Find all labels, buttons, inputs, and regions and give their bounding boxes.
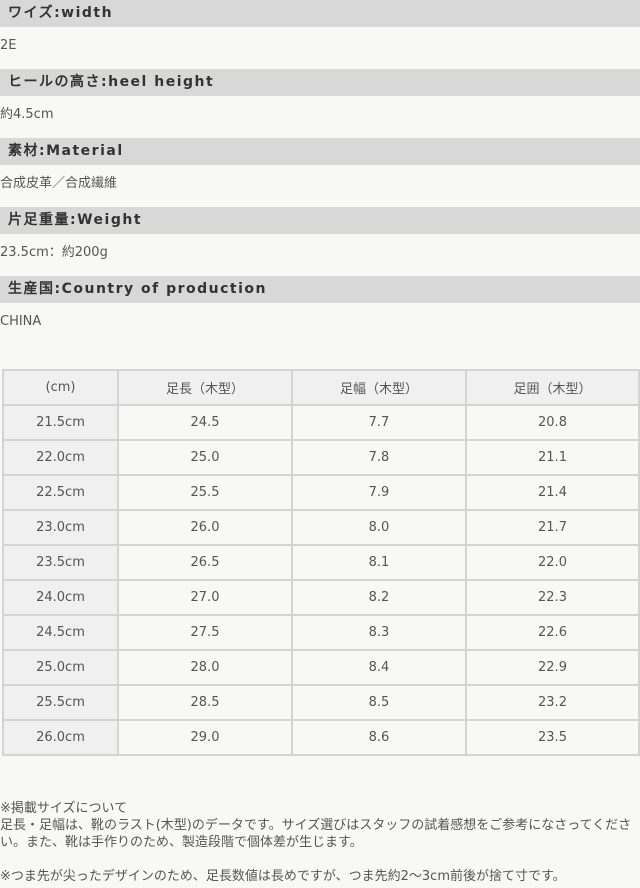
table-cell: 8.6 [291, 719, 467, 756]
spec-value: 2E [0, 38, 17, 53]
spec-heading: 素材:Material [0, 138, 640, 165]
table-cell: 足長（木型） [117, 369, 293, 406]
table-cell: 8.2 [291, 579, 467, 616]
table-cell: 25.5 [117, 474, 293, 511]
table-cell: 28.0 [117, 649, 293, 686]
table-cell: 21.7 [465, 509, 640, 546]
table-row: 26.0cm 29.0 8.6 23.5 [2, 719, 640, 756]
table-cell: 23.0cm [2, 509, 119, 546]
spec-heading: 生産国:Country of production [0, 276, 640, 303]
table-cell: 25.5cm [2, 684, 119, 721]
table-row: 23.5cm 26.5 8.1 22.0 [2, 544, 640, 581]
table-cell: 7.8 [291, 439, 467, 476]
table-row: 22.5cm 25.5 7.9 21.4 [2, 474, 640, 511]
table-header-row: (cm) 足長（木型） 足幅（木型） 足囲（木型） [2, 369, 640, 406]
table-cell: 22.3 [465, 579, 640, 616]
table-cell: 7.7 [291, 404, 467, 441]
table-row: 25.5cm 28.5 8.5 23.2 [2, 684, 640, 721]
table-cell: 26.0cm [2, 719, 119, 756]
notes-line1: 足長・足幅は、靴のラスト(木型)のデータです。サイズ選びはスタッフの試着感想をご… [0, 818, 632, 850]
table-row: 25.0cm 28.0 8.4 22.9 [2, 649, 640, 686]
table-cell: 24.5cm [2, 614, 119, 651]
table-cell: 26.0 [117, 509, 293, 546]
table-cell: 22.0 [465, 544, 640, 581]
spec-value: CHINA [0, 314, 42, 329]
table-cell: 20.8 [465, 404, 640, 441]
table-row: 24.0cm 27.0 8.2 22.3 [2, 579, 640, 616]
table-cell: 24.5 [117, 404, 293, 441]
table-row: 24.5cm 27.5 8.3 22.6 [2, 614, 640, 651]
notes-line2: ※つま先が尖ったデザインのため、足長数値は長めですが、つま先約2〜3cm前後が捨… [0, 869, 566, 884]
table-cell: 7.9 [291, 474, 467, 511]
table-cell: 22.5cm [2, 474, 119, 511]
spec-heading: ヒールの高さ:heel height [0, 69, 640, 96]
table-cell: 25.0 [117, 439, 293, 476]
table-cell: 29.0 [117, 719, 293, 756]
table-cell: 22.9 [465, 649, 640, 686]
table-cell: 21.1 [465, 439, 640, 476]
size-notes: ※掲載サイズについて 足長・足幅は、靴のラスト(木型)のデータです。サイズ選びは… [0, 800, 640, 885]
table-cell: 足囲（木型） [465, 369, 640, 406]
spec-heading: ワイズ:width [0, 0, 640, 27]
table-cell: 足幅（木型） [291, 369, 467, 406]
spec-value: 合成皮革／合成繊維 [0, 176, 118, 191]
table-cell: 8.5 [291, 684, 467, 721]
table-cell: (cm) [2, 369, 119, 406]
table-cell: 8.4 [291, 649, 467, 686]
table-cell: 23.5 [465, 719, 640, 756]
table-cell: 23.5cm [2, 544, 119, 581]
table-cell: 22.6 [465, 614, 640, 651]
spec-heading: 片足重量:Weight [0, 207, 640, 234]
table-row: 21.5cm 24.5 7.7 20.8 [2, 404, 640, 441]
spec-value: 約4.5cm [0, 107, 54, 122]
table-cell: 21.5cm [2, 404, 119, 441]
table-cell: 25.0cm [2, 649, 119, 686]
table-cell: 8.0 [291, 509, 467, 546]
table-row: 23.0cm 26.0 8.0 21.7 [2, 509, 640, 546]
table-cell: 8.3 [291, 614, 467, 651]
table-cell: 26.5 [117, 544, 293, 581]
table-cell: 22.0cm [2, 439, 119, 476]
table-cell: 23.2 [465, 684, 640, 721]
table-cell: 21.4 [465, 474, 640, 511]
table-cell: 27.0 [117, 579, 293, 616]
table-cell: 27.5 [117, 614, 293, 651]
table-cell: 28.5 [117, 684, 293, 721]
size-table: (cm) 足長（木型） 足幅（木型） 足囲（木型） 21.5cm 24.5 7.7 20.8 2… [2, 369, 640, 756]
table-cell: 8.1 [291, 544, 467, 581]
table-row: 22.0cm 25.0 7.8 21.1 [2, 439, 640, 476]
notes-title: ※掲載サイズについて [0, 801, 128, 816]
spec-value: 23.5cm：約200g [0, 245, 108, 260]
table-cell: 24.0cm [2, 579, 119, 616]
